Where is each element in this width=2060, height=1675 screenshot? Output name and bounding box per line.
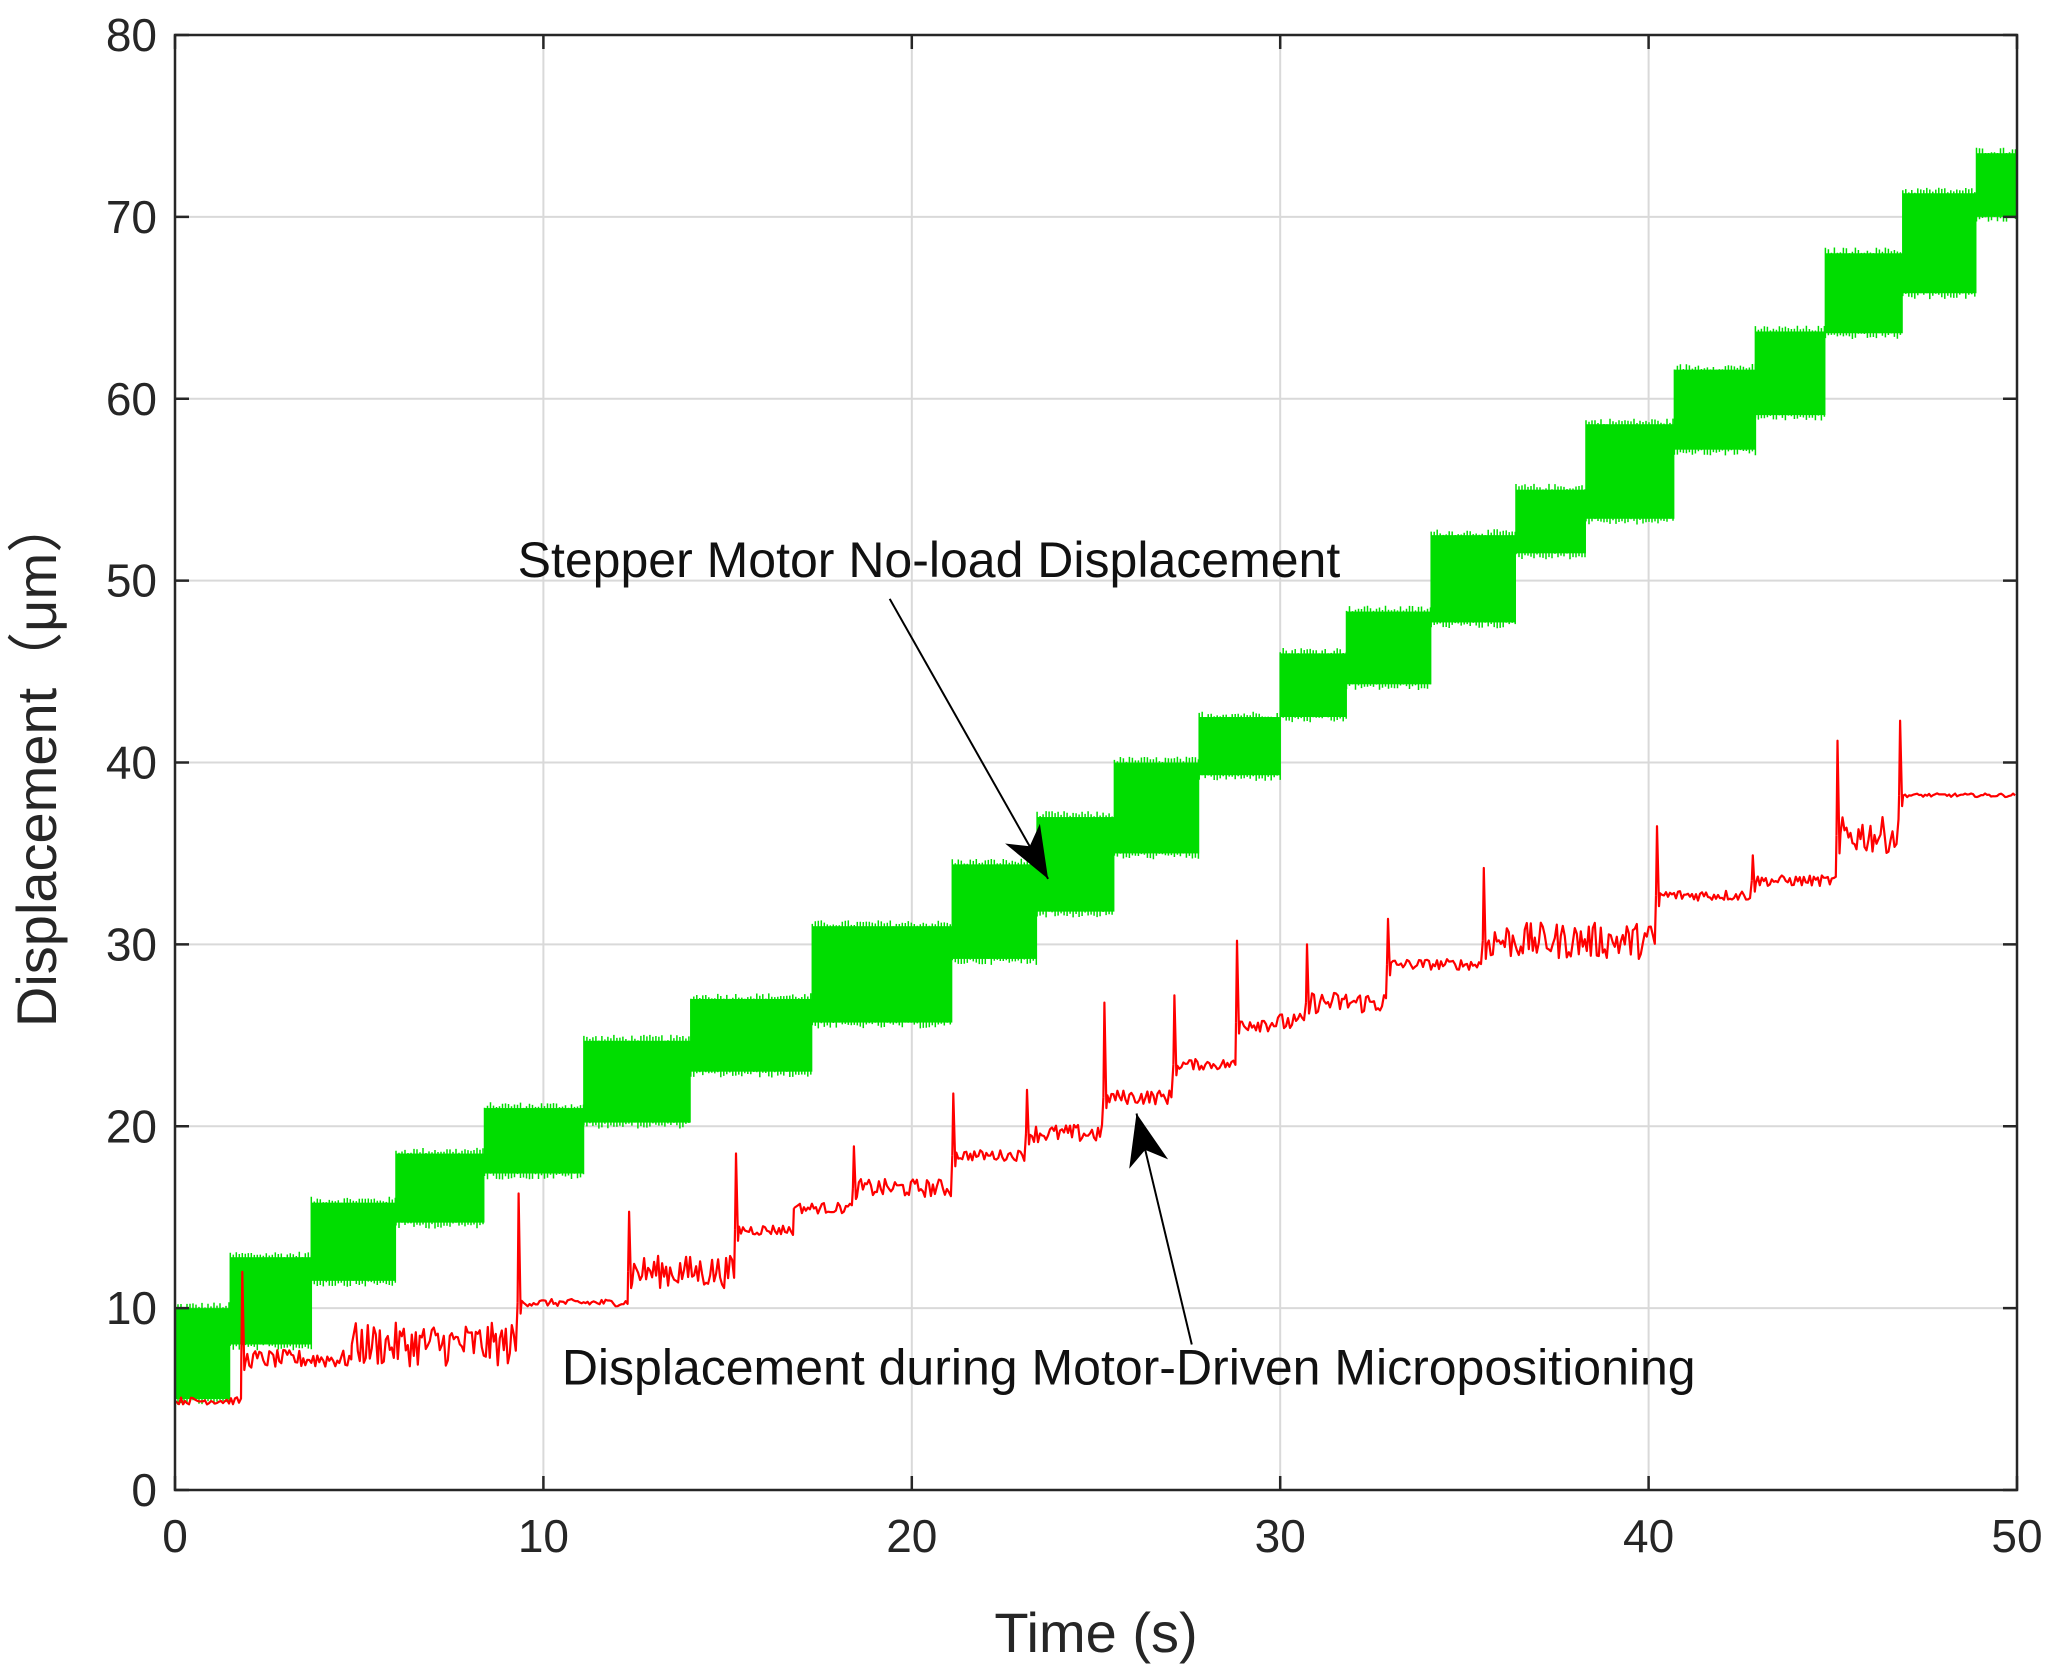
red-step-trace bbox=[1654, 825, 1753, 908]
plot-series bbox=[174, 147, 2017, 1406]
x-tick-label: 50 bbox=[1991, 1510, 2042, 1562]
annotation-arrow-line bbox=[888, 598, 1049, 880]
y-tick-label: 80 bbox=[106, 9, 157, 61]
y-tick-label: 30 bbox=[106, 918, 157, 970]
green-step-edge bbox=[1279, 648, 1347, 723]
axis-ticks: 0 10 20 30 40 50 0 10 20 30 40 50 60 70 80 bbox=[106, 9, 2043, 1562]
red-step-trace bbox=[951, 1092, 1028, 1168]
green-step-edge bbox=[1585, 418, 1674, 525]
x-tick-label: 30 bbox=[1255, 1510, 1306, 1562]
y-tick-label: 50 bbox=[106, 555, 157, 607]
x-tick-label: 10 bbox=[518, 1510, 569, 1562]
annotation-arrow-line bbox=[1135, 1113, 1193, 1345]
green-step-edge bbox=[1515, 483, 1586, 560]
annotation-label: Displacement during Motor-Driven Micropo… bbox=[562, 1340, 1696, 1396]
red-step-trace bbox=[1385, 917, 1484, 977]
green-step-edge bbox=[1198, 711, 1281, 781]
green-step-edge bbox=[1824, 247, 1902, 339]
x-axis-label: Time (s) bbox=[994, 1601, 1197, 1664]
green-step-edge bbox=[483, 1102, 585, 1180]
red-step-trace bbox=[516, 1192, 630, 1315]
annotations: Stepper Motor No-load Displacement Displa… bbox=[518, 532, 1696, 1396]
green-step-edge bbox=[229, 1251, 313, 1351]
green-step-edge bbox=[1975, 147, 2017, 222]
red-step-trace bbox=[627, 1210, 737, 1290]
red-step-trace bbox=[1304, 943, 1389, 1015]
y-tick-label: 60 bbox=[106, 373, 157, 425]
green-step-edge bbox=[690, 993, 812, 1078]
annotation-label: Stepper Motor No-load Displacement bbox=[518, 532, 1341, 588]
green-step-band bbox=[1199, 717, 1281, 776]
green-step-edge bbox=[395, 1147, 484, 1229]
red-step-trace bbox=[1750, 835, 1838, 893]
y-tick-label: 0 bbox=[131, 1464, 157, 1516]
green-step-band bbox=[484, 1108, 584, 1174]
x-tick-label: 0 bbox=[162, 1510, 188, 1562]
red-step-trace bbox=[1234, 939, 1308, 1035]
red-step-trace bbox=[793, 1188, 854, 1215]
green-step-edge bbox=[811, 920, 952, 1029]
green-step-edge bbox=[583, 1034, 690, 1129]
green-step-edge bbox=[1673, 363, 1757, 456]
green-step-edge bbox=[1430, 529, 1516, 629]
green-step-edge bbox=[310, 1196, 397, 1287]
green-step-edge bbox=[1754, 325, 1826, 421]
green-step-band bbox=[1674, 369, 1756, 450]
red-step-trace bbox=[1898, 719, 2016, 808]
red-step-trace bbox=[851, 1145, 954, 1201]
red-step-trace bbox=[1835, 739, 1901, 855]
red-step-trace bbox=[1102, 1001, 1175, 1110]
green-step-edge bbox=[951, 858, 1038, 965]
red-step-trace bbox=[1481, 866, 1658, 960]
red-step-trace bbox=[733, 1152, 795, 1242]
annotation-arrowhead bbox=[1129, 1113, 1169, 1169]
green-step-edge bbox=[1113, 756, 1200, 860]
red-step-trace bbox=[240, 1270, 353, 1372]
green-step-edge bbox=[1345, 605, 1432, 690]
red-step-trace bbox=[1024, 1088, 1105, 1146]
red-step-trace bbox=[174, 1358, 243, 1406]
y-axis-label: Displacement（μm） bbox=[5, 497, 68, 1027]
y-tick-label: 10 bbox=[106, 1282, 157, 1334]
green-step-edge bbox=[1902, 187, 1976, 300]
red-step-trace bbox=[1172, 994, 1238, 1077]
red-step-trace bbox=[350, 1302, 519, 1368]
x-tick-label: 40 bbox=[1623, 1510, 1674, 1562]
y-tick-label: 70 bbox=[106, 191, 157, 243]
x-tick-label: 20 bbox=[886, 1510, 937, 1562]
y-tick-label: 20 bbox=[106, 1100, 157, 1152]
y-tick-label: 40 bbox=[106, 737, 157, 789]
annotation-arrowhead bbox=[1005, 823, 1049, 879]
